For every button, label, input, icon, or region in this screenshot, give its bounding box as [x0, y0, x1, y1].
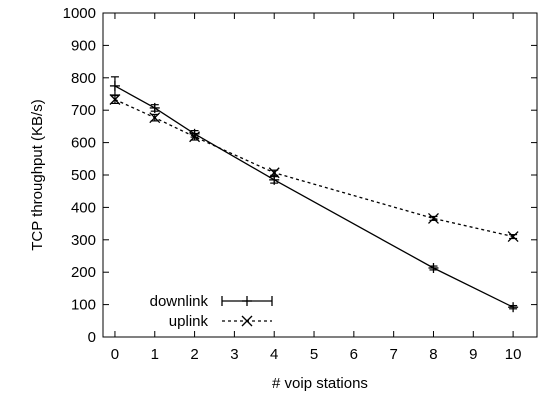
- point-uplink: [149, 112, 161, 124]
- x-tick-label: 10: [505, 346, 522, 363]
- point-uplink: [507, 231, 519, 243]
- x-tick-label: 4: [270, 346, 278, 363]
- x-tick-label: 2: [190, 346, 198, 363]
- y-tick-label: 1000: [63, 5, 96, 22]
- series-layer: [109, 76, 519, 313]
- y-tick-label: 100: [71, 297, 96, 314]
- legend-samples: [221, 296, 273, 327]
- y-axis-title: TCP throughput (KB/s): [29, 99, 46, 250]
- x-axis-title: # voip stations: [272, 375, 368, 392]
- legend-marker-uplink: [241, 315, 253, 327]
- y-tick-label: 300: [71, 232, 96, 249]
- x-axis: 0 1 2 3 4 5 6 7 8 9 10: [111, 13, 522, 363]
- x-tick-label: 8: [429, 346, 437, 363]
- y-tick-label: 500: [71, 167, 96, 184]
- x-tick-label: 1: [151, 346, 159, 363]
- point-uplink: [189, 131, 201, 143]
- x-tick-label: 0: [111, 346, 119, 363]
- plot-frame: [102, 12, 538, 338]
- y-tick-label: 800: [71, 70, 96, 87]
- series-downlink: [109, 76, 519, 313]
- series-line-downlink: [114, 85, 514, 308]
- point-uplink: [109, 94, 121, 105]
- x-tick-label: 6: [350, 346, 358, 363]
- x-tick-label: 5: [310, 346, 318, 363]
- series-line-uplink: [114, 98, 514, 238]
- y-tick-label: 200: [71, 264, 96, 281]
- x-tick-label: 3: [230, 346, 238, 363]
- legend-label-uplink: uplink: [169, 313, 209, 330]
- y-tick-label: 700: [71, 102, 96, 119]
- x-tick-label: 7: [389, 346, 397, 363]
- y-tick-label: 0: [88, 329, 96, 346]
- y-tick-label: 900: [71, 37, 96, 54]
- plot-area: [102, 12, 538, 338]
- point-uplink: [428, 212, 439, 224]
- y-tick-label: 400: [71, 199, 96, 216]
- legend: downlink uplink: [150, 293, 273, 330]
- legend-label-downlink: downlink: [150, 293, 209, 310]
- y-axis: 0 100 200 300 400 500 600 700 800 900 1000: [63, 5, 537, 346]
- y-tick-label: 600: [71, 135, 96, 152]
- x-tick-label: 9: [469, 346, 477, 363]
- point-uplink: [268, 167, 280, 179]
- series-uplink: [109, 94, 519, 243]
